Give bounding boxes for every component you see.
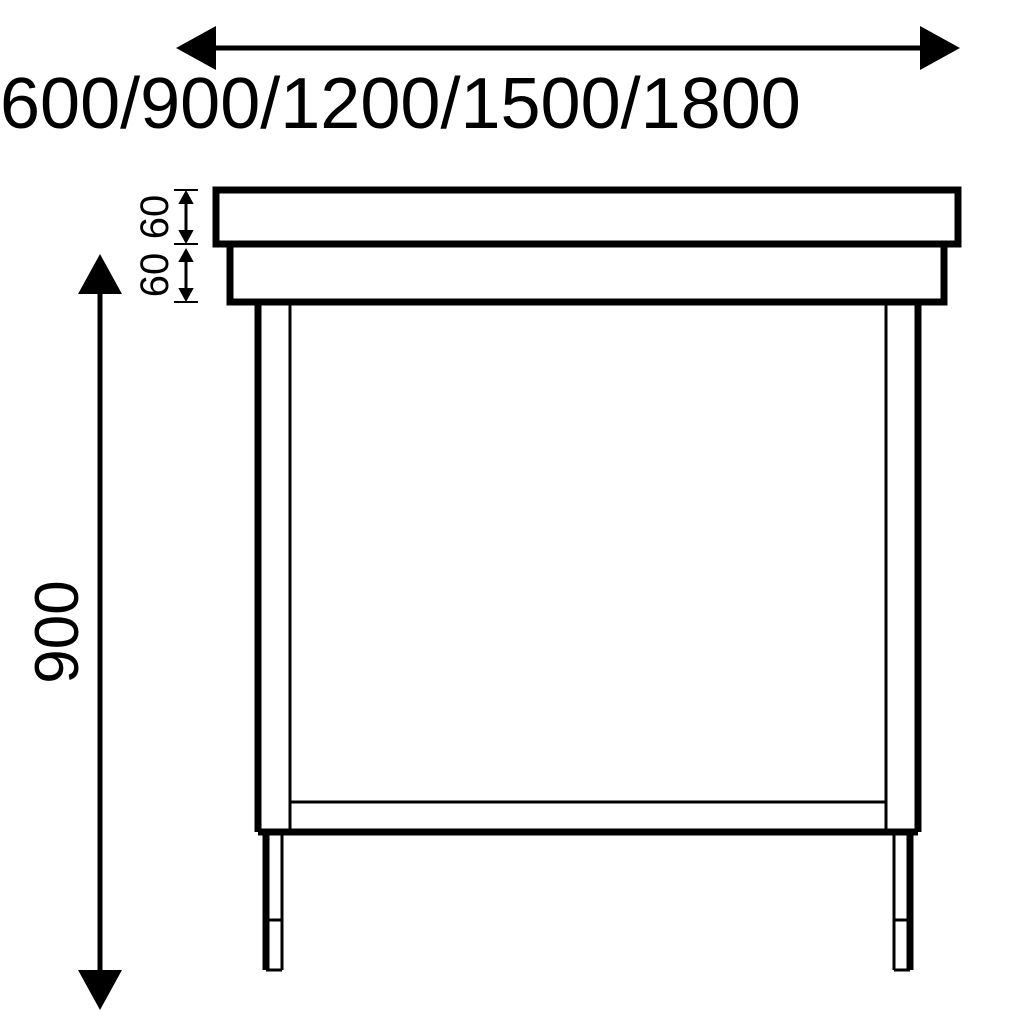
top-thickness-label: 60 (133, 195, 177, 240)
height-dimension-label: 900 (23, 580, 92, 683)
worktop-thickness-label: 60 (133, 253, 177, 298)
width-dimension-label: 600/900/1200/1500/1800 (0, 64, 801, 144)
